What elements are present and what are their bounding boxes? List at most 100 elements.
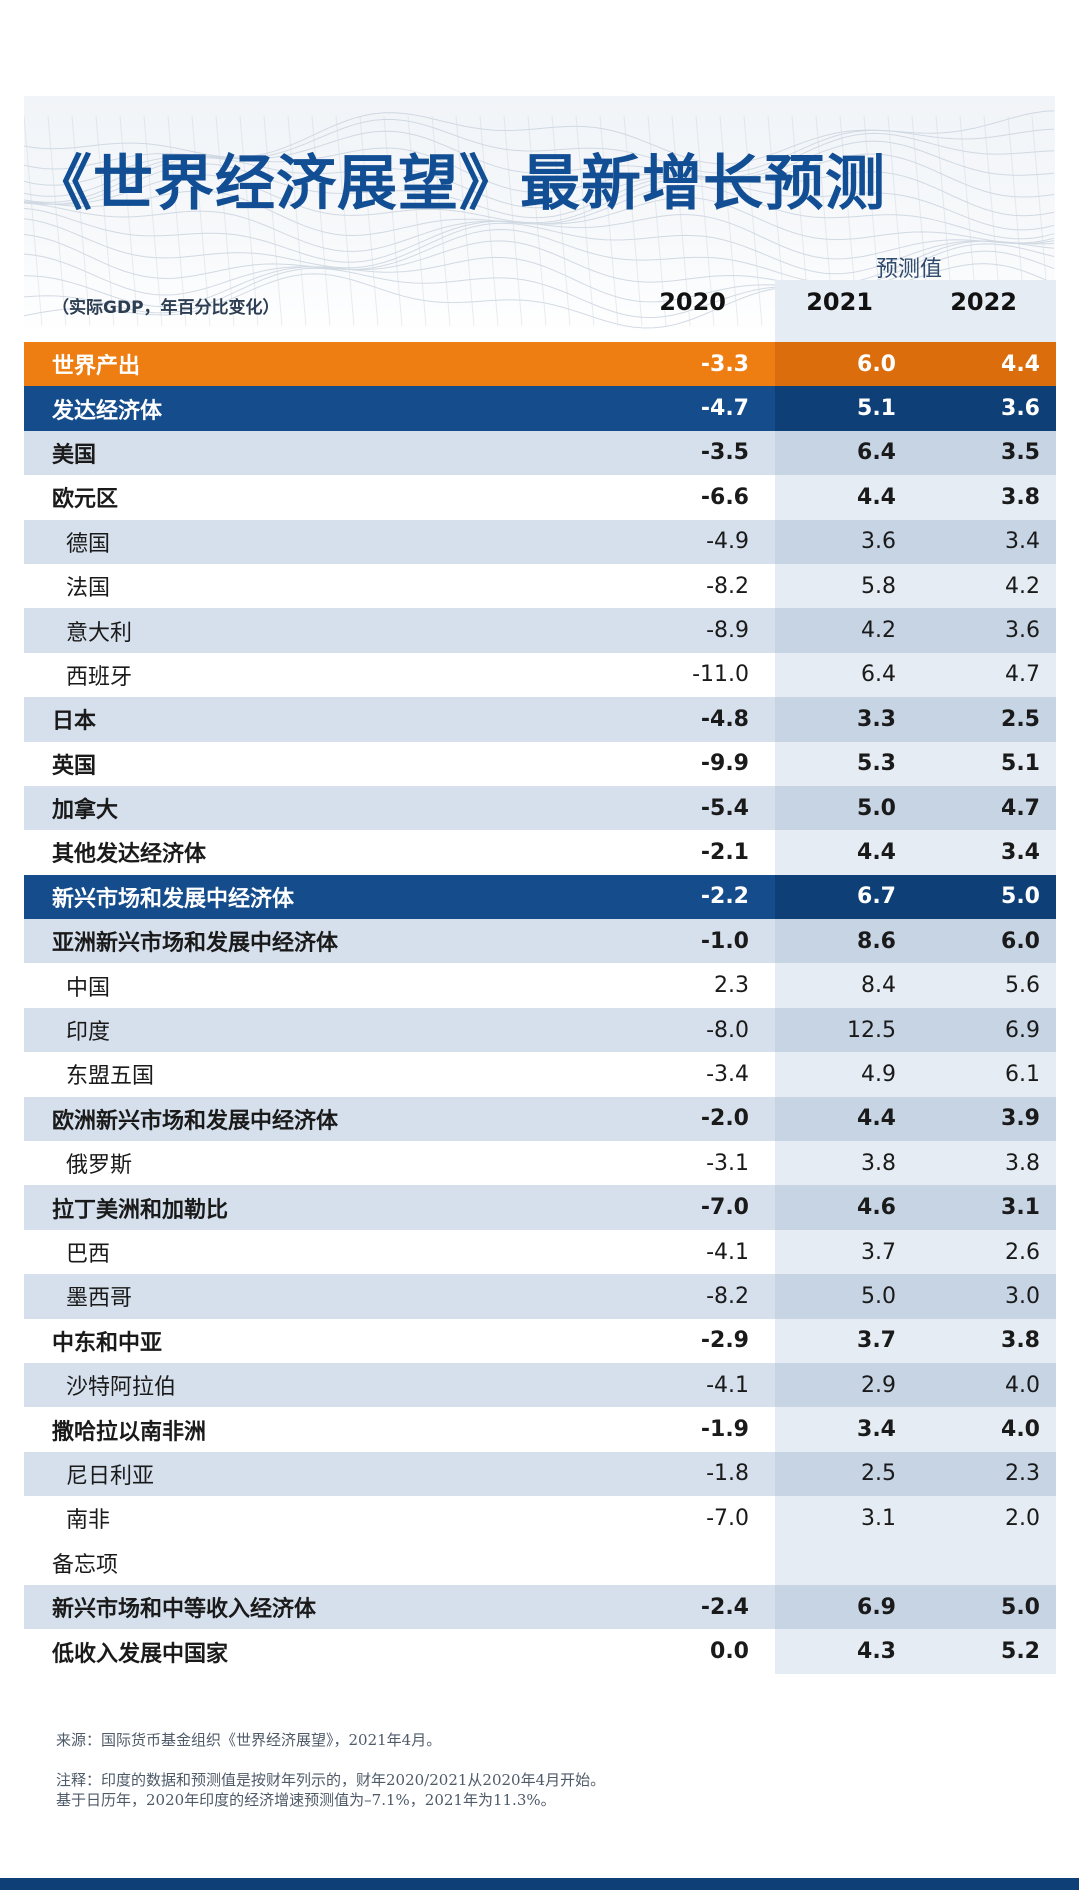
value-cell-2022: 3.8 xyxy=(1001,1328,1040,1354)
row-label: 东盟五国 xyxy=(66,1064,155,1090)
value-cell-2021: 4.2 xyxy=(861,618,896,644)
value-cell-2021: 3.7 xyxy=(861,1239,896,1265)
value-cell-2021: 3.3 xyxy=(857,706,896,732)
value-cell-2020: -4.1 xyxy=(706,1239,749,1265)
value-cell-2022: 3.4 xyxy=(1001,839,1040,865)
table-row: 沙特阿拉伯 -4.1 2.9 4.0 xyxy=(24,1362,1056,1408)
table-row: 美国 -3.5 6.4 3.5 xyxy=(24,430,1056,476)
row-label: 沙特阿拉伯 xyxy=(66,1375,177,1401)
value-cell-2022: 4.0 xyxy=(1005,1372,1040,1398)
forecast-cell-background xyxy=(775,519,1056,564)
value-cell-2020: -8.9 xyxy=(706,618,749,644)
forecast-cell-background xyxy=(775,963,1056,1008)
value-cell-2021: 5.3 xyxy=(857,751,896,777)
value-cell-2020: -7.0 xyxy=(700,1195,749,1221)
forecast-cell-background xyxy=(775,1407,1056,1452)
table-row: 尼日利亚 -1.8 2.5 2.3 xyxy=(24,1451,1056,1497)
row-label: 拉丁美洲和加勒比 xyxy=(52,1197,229,1223)
forecast-cell-background xyxy=(775,1496,1056,1541)
table-row: 中东和中亚 -2.9 3.7 3.8 xyxy=(24,1318,1056,1363)
value-cell-2020: -2.4 xyxy=(700,1594,749,1620)
value-cell-2020: -8.2 xyxy=(706,1283,749,1309)
value-cell-2022: 6.9 xyxy=(1005,1017,1040,1043)
table-row: 日本 -4.8 3.3 2.5 xyxy=(24,697,1056,742)
table-row: 新兴市场和中等收入经济体 -2.4 6.9 5.0 xyxy=(24,1584,1056,1630)
row-label: 欧洲新兴市场和发展中经济体 xyxy=(52,1108,339,1134)
row-label: 印度 xyxy=(66,1020,111,1046)
table-row: 撒哈拉以南非洲 -1.9 3.4 4.0 xyxy=(24,1407,1056,1452)
forecast-cell-background xyxy=(775,475,1056,520)
value-cell-2021: 6.4 xyxy=(857,440,896,466)
forecast-cell-background xyxy=(775,1185,1056,1230)
row-label: 法国 xyxy=(66,576,111,602)
value-cell-2021: 6.9 xyxy=(857,1594,896,1620)
forecast-cell-background xyxy=(775,1362,1056,1408)
row-label: 备忘项 xyxy=(52,1552,119,1578)
table-row: 印度 -8.0 12.5 6.9 xyxy=(24,1007,1056,1053)
value-cell-2022: 4.7 xyxy=(1001,795,1040,821)
value-cell-2020: -4.9 xyxy=(706,529,749,555)
value-cell-2022: 5.0 xyxy=(1001,884,1040,910)
value-cell-2022: 3.6 xyxy=(1005,618,1040,644)
value-cell-2021: 6.0 xyxy=(857,351,896,377)
value-cell-2022: 5.0 xyxy=(1001,1594,1040,1620)
bottom-bar xyxy=(0,1878,1079,1890)
value-cell-2022: 4.0 xyxy=(1001,1417,1040,1443)
forecast-cell-background xyxy=(775,697,1056,742)
table-row: 意大利 -8.9 4.2 3.6 xyxy=(24,608,1056,653)
forecast-cell-background xyxy=(775,741,1056,786)
value-cell-2020: 2.3 xyxy=(714,973,749,999)
value-cell-2020: -2.2 xyxy=(700,884,749,910)
footnote-line-2: 基于日历年，2020年印度的经济增速预测值为–7.1%，2021年为11.3%。 xyxy=(56,1791,556,1809)
row-label: 尼日利亚 xyxy=(66,1463,155,1489)
row-label: 中东和中亚 xyxy=(52,1330,163,1356)
wireframe-wave-decoration xyxy=(24,110,1055,329)
value-cell-2020: -6.6 xyxy=(700,484,749,510)
value-cell-2021: 2.9 xyxy=(861,1372,896,1398)
row-label: 德国 xyxy=(66,531,111,557)
table-row: 世界产出 -3.3 6.0 4.4 xyxy=(24,342,1056,387)
value-cell-2021: 5.0 xyxy=(857,795,896,821)
forecast-cell-background xyxy=(775,1451,1056,1497)
value-cell-2021: 8.4 xyxy=(861,973,896,999)
value-cell-2022: 3.9 xyxy=(1001,1106,1040,1132)
table-row: 加拿大 -5.4 5.0 4.7 xyxy=(24,785,1056,831)
value-cell-2022: 2.0 xyxy=(1005,1505,1040,1531)
table-row: 东盟五国 -3.4 4.9 6.1 xyxy=(24,1052,1056,1097)
value-cell-2021: 3.8 xyxy=(861,1150,896,1176)
forecast-cell-background xyxy=(775,785,1056,831)
value-cell-2020: -4.1 xyxy=(706,1372,749,1398)
value-cell-2022: 5.1 xyxy=(1001,751,1040,777)
table-row: 南非 -7.0 3.1 2.0 xyxy=(24,1496,1056,1541)
table-row: 法国 -8.2 5.8 4.2 xyxy=(24,563,1056,609)
value-cell-2022: 4.2 xyxy=(1005,573,1040,599)
row-label: 西班牙 xyxy=(66,664,133,690)
table-row: 低收入发展中国家 0.0 4.3 5.2 xyxy=(24,1629,1056,1674)
value-cell-2022: 6.1 xyxy=(1005,1061,1040,1087)
forecast-cell-background xyxy=(775,608,1056,653)
value-cell-2022: 5.6 xyxy=(1005,973,1040,999)
row-label: 俄罗斯 xyxy=(66,1153,133,1179)
year-header-2022: 2022 xyxy=(950,288,1017,316)
table-row: 巴西 -4.1 3.7 2.6 xyxy=(24,1229,1056,1275)
value-cell-2020: -2.0 xyxy=(700,1106,749,1132)
row-label: 意大利 xyxy=(66,620,133,646)
forecast-cell-background xyxy=(775,1318,1056,1363)
value-cell-2021: 4.3 xyxy=(857,1639,896,1665)
value-cell-2020: 0.0 xyxy=(710,1639,749,1665)
value-cell-2022: 3.8 xyxy=(1001,484,1040,510)
value-cell-2021: 6.4 xyxy=(861,662,896,688)
forecast-cell-background xyxy=(775,430,1056,476)
value-cell-2022: 4.7 xyxy=(1005,662,1040,688)
forecast-cell-background xyxy=(775,874,1056,920)
row-label: 欧元区 xyxy=(52,487,119,513)
value-cell-2021: 4.4 xyxy=(857,1106,896,1132)
value-cell-2020: -2.9 xyxy=(700,1328,749,1354)
value-cell-2021: 4.6 xyxy=(857,1195,896,1221)
table-row: 墨西哥 -8.2 5.0 3.0 xyxy=(24,1274,1056,1319)
value-cell-2022: 3.0 xyxy=(1005,1283,1040,1309)
value-cell-2021: 4.9 xyxy=(861,1061,896,1087)
header-background xyxy=(24,96,1055,336)
row-label: 其他发达经济体 xyxy=(52,842,207,868)
value-cell-2020: -8.0 xyxy=(706,1017,749,1043)
